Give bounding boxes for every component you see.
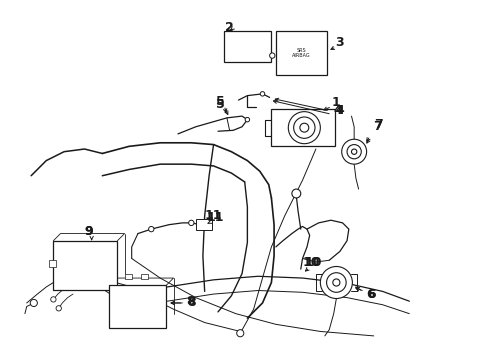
Text: 9: 9	[85, 225, 93, 238]
Bar	[271, 109, 336, 147]
Circle shape	[245, 117, 249, 122]
Text: 4: 4	[334, 104, 343, 117]
Circle shape	[351, 149, 357, 154]
Circle shape	[56, 306, 61, 311]
Text: 10: 10	[303, 256, 320, 269]
Text: 4: 4	[336, 104, 344, 117]
Text: 3: 3	[336, 36, 344, 49]
Text: 6: 6	[366, 288, 374, 301]
Circle shape	[292, 189, 301, 198]
Circle shape	[30, 300, 37, 306]
Text: 2: 2	[225, 21, 234, 33]
Text: 7: 7	[373, 120, 382, 133]
Text: 11: 11	[207, 211, 224, 224]
Text: 10: 10	[304, 256, 322, 269]
Circle shape	[189, 220, 194, 226]
Text: 5: 5	[216, 95, 225, 108]
Bar	[196, 219, 212, 230]
Text: 8: 8	[186, 295, 195, 308]
Bar	[124, 274, 132, 279]
Circle shape	[347, 145, 361, 159]
Bar	[109, 285, 167, 328]
Circle shape	[148, 226, 154, 232]
Text: 7: 7	[374, 118, 383, 131]
Bar	[53, 241, 118, 290]
Text: 9: 9	[85, 225, 93, 238]
Circle shape	[51, 297, 56, 302]
Ellipse shape	[300, 123, 309, 132]
Text: 11: 11	[205, 209, 222, 222]
Ellipse shape	[294, 117, 315, 138]
Text: 1: 1	[332, 96, 341, 109]
Circle shape	[342, 139, 367, 164]
Text: SRS
AIRBAG: SRS AIRBAG	[293, 48, 311, 58]
Circle shape	[326, 273, 346, 292]
Bar	[49, 260, 56, 267]
Text: 8: 8	[187, 297, 196, 310]
Circle shape	[270, 53, 275, 58]
Text: 6: 6	[368, 288, 376, 301]
Bar	[276, 31, 327, 75]
Circle shape	[333, 279, 340, 286]
Bar	[224, 31, 270, 62]
Text: 5: 5	[216, 98, 225, 111]
Circle shape	[237, 330, 244, 337]
Ellipse shape	[288, 112, 320, 144]
Circle shape	[320, 266, 352, 298]
Bar	[141, 274, 147, 279]
Circle shape	[260, 92, 265, 96]
